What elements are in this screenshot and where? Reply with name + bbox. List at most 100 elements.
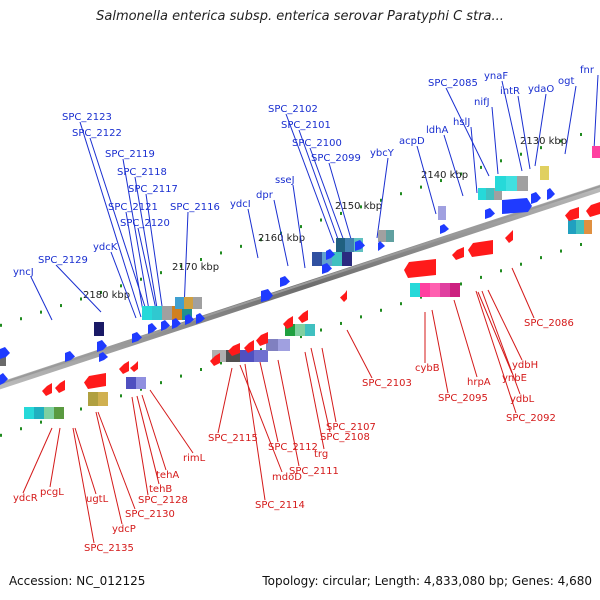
- reverse-gene-arrow: [244, 340, 254, 353]
- forward-gene-arrow: [261, 289, 273, 302]
- reverse-gene-label: SPC_2092: [506, 413, 556, 424]
- forward-gene-label: nifJ: [474, 97, 490, 108]
- reverse-label-leader: [97, 411, 136, 510]
- reverse-label-leader: [481, 290, 521, 395]
- reverse-gene-arrow: [505, 230, 513, 243]
- forward-gene-label: SPC_2085: [428, 78, 478, 89]
- forward-label-leader: [328, 162, 352, 240]
- forward-gene-arrow: [502, 198, 532, 214]
- reverse-label-leader: [244, 363, 266, 501]
- gene-box: [312, 252, 322, 266]
- track-tick: [580, 132, 582, 136]
- forward-gene-label: SPC_2121: [108, 202, 158, 213]
- forward-label-leader: [30, 276, 53, 321]
- forward-label-leader: [134, 176, 159, 315]
- track-tick: [520, 152, 522, 156]
- reverse-gene-arrow: [228, 343, 240, 356]
- track-tick: [540, 256, 542, 260]
- track-tick: [300, 225, 302, 229]
- track-tick: [200, 368, 202, 371]
- forward-gene-arrow: [185, 314, 194, 325]
- reverse-gene-arrow: [210, 353, 220, 366]
- forward-label-leader: [285, 113, 335, 244]
- track-tick: [180, 374, 182, 378]
- scale-label: 2180 kbp: [83, 290, 130, 301]
- forward-label-leader: [55, 264, 102, 313]
- gene-box: [295, 324, 305, 336]
- gene-box: [517, 176, 528, 191]
- forward-label-leader: [416, 145, 437, 215]
- forward-gene-label: ydcI: [230, 199, 251, 210]
- track-tick: [380, 308, 382, 312]
- forward-label-leader: [564, 85, 577, 155]
- reverse-label-leader: [131, 396, 149, 496]
- forward-gene-arrow: [0, 373, 8, 385]
- track-tick: [360, 205, 362, 209]
- track-tick: [40, 310, 42, 314]
- forward-label-leader: [376, 157, 389, 239]
- map-title: Salmonella enterica subsp. enterica sero…: [96, 9, 504, 24]
- forward-gene-label: dpr: [256, 190, 274, 201]
- track-tick: [20, 427, 22, 431]
- chromosome-backbone-highlight: [0, 185, 600, 385]
- track-tick: [400, 192, 402, 196]
- track-tick: [200, 258, 202, 261]
- track-tick: [0, 323, 2, 327]
- reverse-label-leader: [74, 427, 97, 495]
- forward-label-leader: [445, 87, 490, 177]
- reverse-gene-arrow: [586, 202, 600, 217]
- forward-label-leader: [298, 129, 340, 243]
- gene-box: [305, 324, 315, 336]
- scale-label: 2150 kbp: [335, 201, 382, 212]
- track-tick: [460, 172, 462, 176]
- gene-box: [254, 350, 268, 362]
- track-tick: [60, 304, 62, 308]
- forward-gene-label: acpD: [399, 136, 425, 147]
- reverse-gene-label: SPC_2112: [268, 442, 318, 453]
- reverse-label-leader: [304, 351, 325, 450]
- forward-gene-arrow: [531, 192, 541, 204]
- gene-box: [438, 206, 446, 220]
- reverse-label-leader: [136, 395, 160, 485]
- reverse-gene-label: SPC_2107: [326, 422, 376, 433]
- reverse-gene-label: SPC_2128: [138, 495, 188, 506]
- forward-gene-label: SPC_2117: [128, 184, 178, 195]
- reverse-label-leader: [310, 347, 331, 433]
- track-tick: [120, 394, 122, 398]
- forward-gene-arrow: [97, 340, 107, 352]
- scale-label: 2160 kbp: [258, 233, 305, 244]
- forward-gene-label: SPC_2118: [117, 167, 167, 178]
- track-tick: [340, 321, 342, 325]
- gene-box: [540, 166, 549, 180]
- reverse-gene-label: trg: [314, 449, 328, 460]
- track-tick: [220, 361, 222, 365]
- forward-label-leader: [273, 199, 289, 267]
- reverse-gene-label: rimL: [183, 453, 206, 464]
- reverse-gene-label: SPC_2108: [320, 432, 370, 443]
- reverse-label-leader: [49, 427, 61, 488]
- forward-gene-label: SPC_2099: [311, 153, 361, 164]
- reverse-gene-arrow: [256, 332, 268, 346]
- track-tick: [440, 179, 442, 183]
- reverse-label-leader: [259, 361, 279, 443]
- reverse-gene-label: tehA: [156, 470, 179, 481]
- gene-box: [162, 306, 172, 320]
- track-tick: [240, 244, 242, 248]
- forward-gene-label: ydaO: [528, 84, 554, 95]
- gene-box: [193, 297, 202, 309]
- forward-label-leader: [145, 193, 164, 314]
- gene-box: [430, 283, 440, 297]
- track-tick: [540, 146, 542, 150]
- track-tick: [160, 381, 162, 385]
- forward-gene-label: yncJ: [13, 267, 34, 278]
- reverse-gene-label: SPC_2130: [125, 509, 175, 520]
- scale-label: 2130 kbp: [520, 136, 567, 147]
- track-tick: [220, 251, 222, 255]
- gene-box: [44, 407, 54, 419]
- gene-box: [506, 176, 517, 191]
- genome-stats-label: Topology: circular; Length: 4,833,080 bp…: [262, 574, 592, 588]
- forward-gene-arrow: [99, 352, 108, 362]
- gene-box: [332, 252, 342, 266]
- reverse-gene-label: SPC_2135: [84, 543, 134, 554]
- track-tick: [80, 407, 82, 411]
